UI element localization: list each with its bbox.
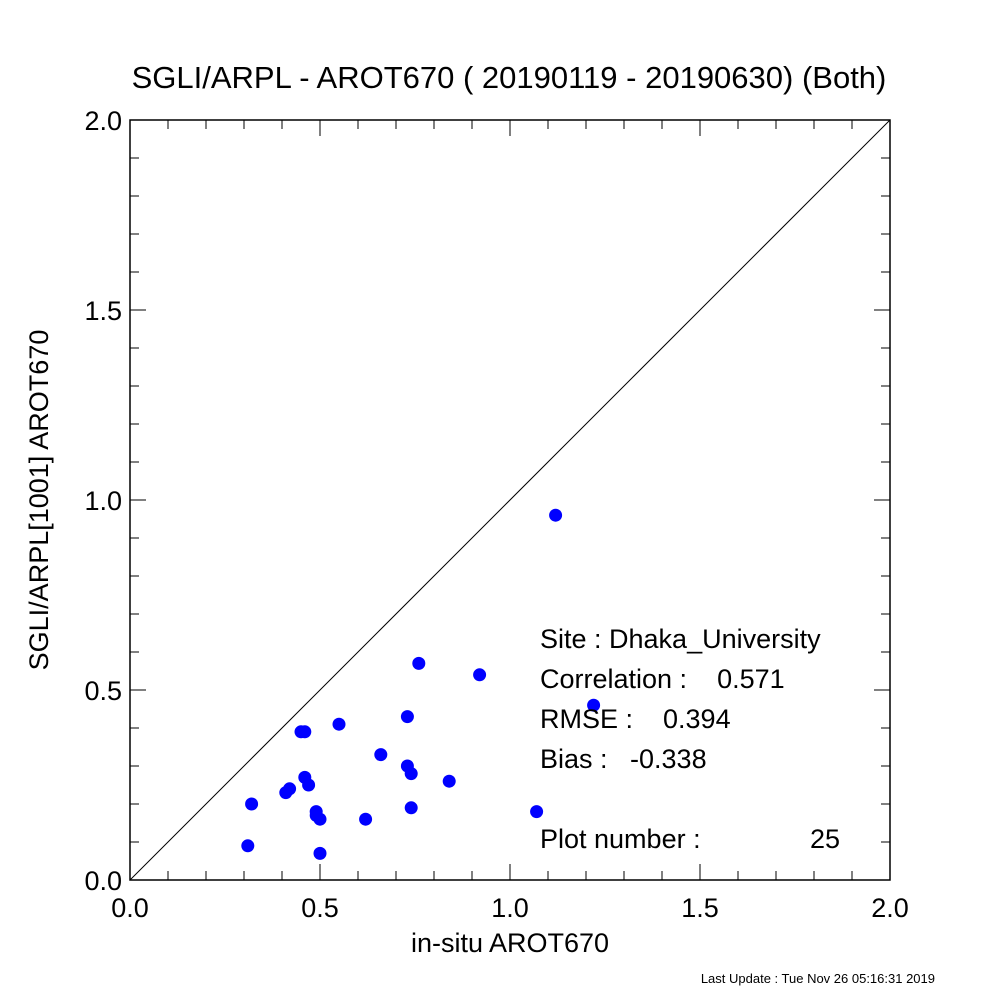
stat-rmse: RMSE : 0.394 bbox=[540, 704, 731, 734]
x-tick-label: 2.0 bbox=[871, 893, 909, 923]
x-tick-labels: 0.0 0.5 1.0 1.5 2.0 bbox=[111, 893, 909, 923]
stat-bias: Bias : -0.338 bbox=[540, 744, 707, 774]
y-tick-label: 0.5 bbox=[84, 676, 122, 706]
x-tick-label: 1.0 bbox=[491, 893, 529, 923]
data-point bbox=[404, 767, 418, 781]
data-point bbox=[241, 839, 255, 853]
data-point bbox=[332, 717, 346, 731]
plot-area bbox=[129, 119, 891, 881]
x-tick-label: 0.5 bbox=[301, 893, 339, 923]
data-point bbox=[404, 801, 418, 815]
y-tick-label: 2.0 bbox=[84, 106, 122, 136]
y-tick-label: 1.5 bbox=[84, 296, 122, 326]
stat-site: Site : Dhaka_University bbox=[540, 624, 821, 654]
data-point bbox=[400, 710, 414, 724]
data-point bbox=[412, 656, 426, 670]
data-point bbox=[359, 812, 373, 826]
stat-correlation: Correlation : 0.571 bbox=[540, 664, 785, 694]
data-point bbox=[313, 846, 327, 860]
x-tick-label: 1.5 bbox=[681, 893, 719, 923]
data-point bbox=[442, 774, 456, 788]
one-to-one-line bbox=[129, 119, 891, 881]
data-point bbox=[245, 797, 259, 811]
stats-box: Site : Dhaka_University Correlation : 0.… bbox=[540, 624, 840, 854]
axis-ticks bbox=[129, 119, 891, 881]
data-point bbox=[549, 508, 563, 522]
data-point bbox=[530, 805, 544, 819]
data-point bbox=[313, 812, 327, 826]
y-tick-label: 1.0 bbox=[84, 486, 122, 516]
data-point bbox=[587, 698, 601, 712]
data-point bbox=[374, 748, 388, 762]
x-axis-label: in-situ AROT670 bbox=[411, 928, 609, 958]
y-axis-label: SGLI/ARPL[1001] AROT670 bbox=[24, 330, 54, 671]
footer-last-update: Last Update : Tue Nov 26 05:16:31 2019 bbox=[701, 971, 935, 986]
y-tick-labels: 0.0 0.5 1.0 1.5 2.0 bbox=[84, 106, 122, 896]
stat-plot-number-label: Plot number : bbox=[540, 824, 701, 854]
data-point bbox=[298, 725, 312, 739]
y-tick-label: 0.0 bbox=[84, 866, 122, 896]
data-point bbox=[473, 668, 487, 682]
x-tick-label: 0.0 bbox=[111, 893, 149, 923]
stat-plot-number-value: 25 bbox=[810, 824, 840, 854]
data-point bbox=[302, 778, 316, 792]
data-points bbox=[241, 508, 601, 860]
chart-title: SGLI/ARPL - AROT670 ( 20190119 - 2019063… bbox=[132, 60, 887, 95]
data-point bbox=[283, 782, 297, 796]
